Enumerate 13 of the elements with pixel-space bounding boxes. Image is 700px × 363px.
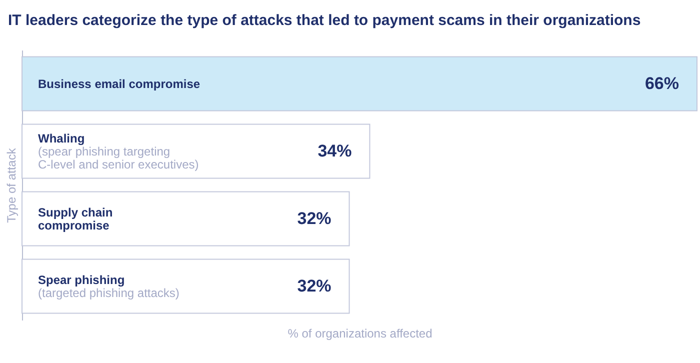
- y-tick-label: Supply chain compromise: [38, 205, 113, 232]
- annotation: (targeted phishing attacks): [38, 286, 180, 300]
- y-tick-label: Business email compromise: [38, 76, 200, 91]
- y-axis-title: Type of attack: [4, 147, 18, 223]
- x-axis-title: % of organizations affected: [288, 326, 432, 340]
- y-tick-label: Whaling: [38, 131, 85, 146]
- data-label: 32%: [297, 208, 332, 228]
- data-label: 32%: [297, 276, 332, 296]
- annotation: (spear phishing targeting C-level and senior executives): [38, 144, 199, 172]
- data-label: 66%: [644, 74, 679, 93]
- y-tick-label: Spear phishing: [38, 272, 125, 287]
- data-label: 34%: [318, 141, 352, 160]
- chart-title: IT leaders categorize the type of attacks that led to payment scams in their organizations: [8, 12, 641, 29]
